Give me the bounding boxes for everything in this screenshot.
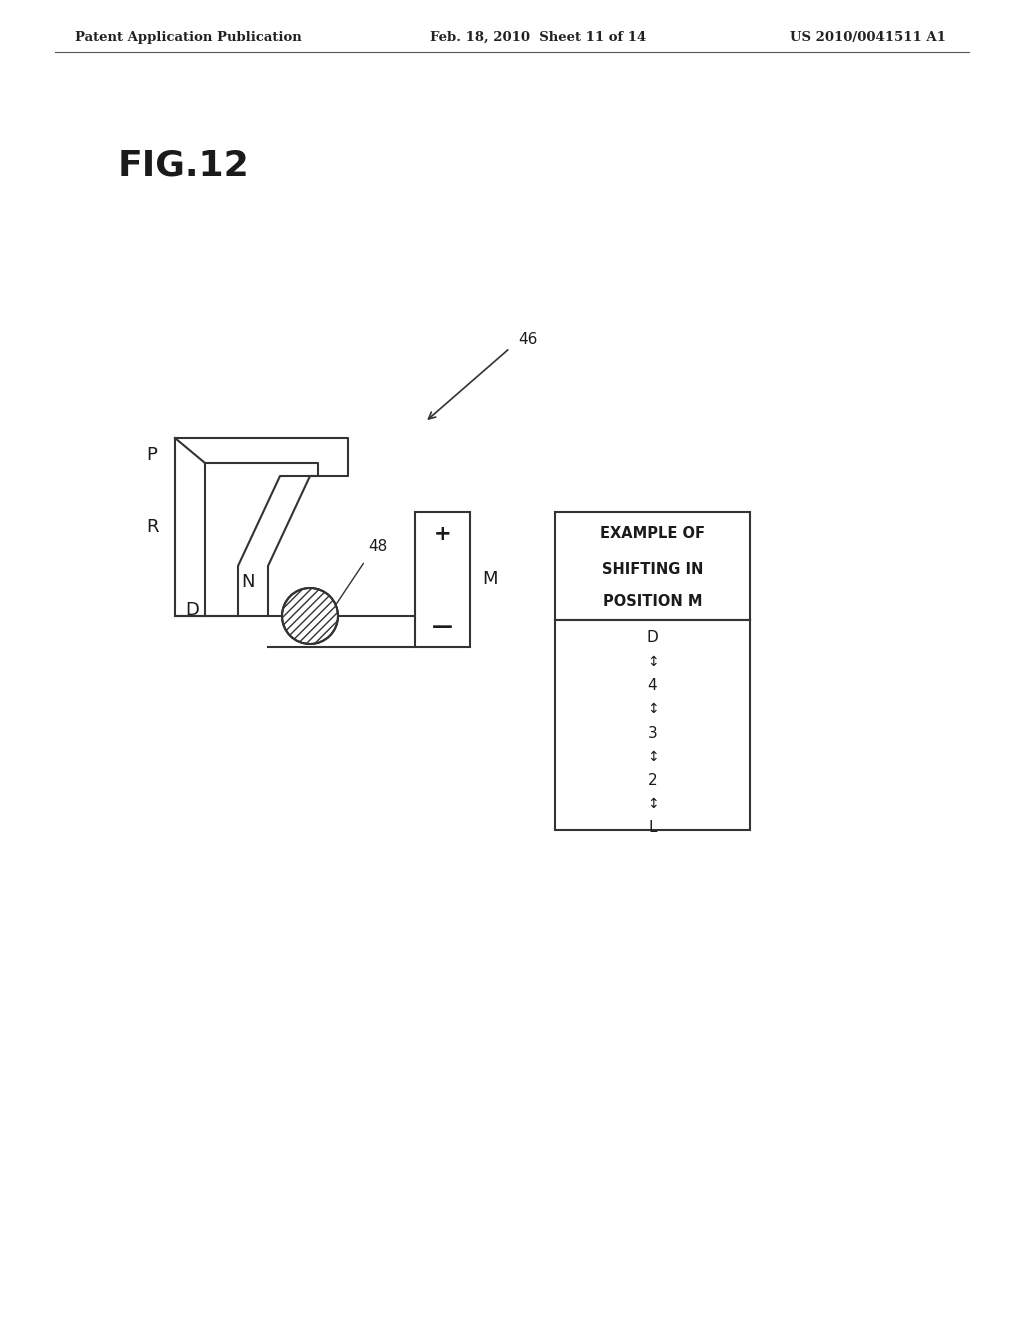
Text: ↕: ↕ [647, 702, 658, 717]
Ellipse shape [282, 587, 338, 644]
Text: D: D [185, 601, 199, 619]
Text: US 2010/0041511 A1: US 2010/0041511 A1 [790, 30, 946, 44]
Text: EXAMPLE OF: EXAMPLE OF [600, 527, 705, 541]
Text: Patent Application Publication: Patent Application Publication [75, 30, 302, 44]
Bar [415, 512, 470, 647]
Text: N: N [242, 573, 255, 591]
Text: ↕: ↕ [647, 797, 658, 812]
Text: POSITION M: POSITION M [603, 594, 702, 610]
Text: D: D [646, 631, 658, 645]
Text: P: P [146, 446, 158, 465]
Text: M: M [482, 570, 498, 589]
Text: R: R [145, 517, 159, 536]
Text: ↕: ↕ [647, 655, 658, 669]
Text: 46: 46 [518, 333, 538, 347]
Text: +: + [434, 524, 452, 544]
Text: 3: 3 [647, 726, 657, 741]
Text: SHIFTING IN: SHIFTING IN [602, 561, 703, 577]
Text: 48: 48 [368, 539, 387, 554]
Text: Feb. 18, 2010  Sheet 11 of 14: Feb. 18, 2010 Sheet 11 of 14 [430, 30, 646, 44]
Bar [555, 620, 750, 830]
Text: —: — [432, 616, 453, 638]
Text: 2: 2 [648, 774, 657, 788]
Bar [555, 512, 750, 620]
Text: L: L [648, 821, 656, 836]
Text: FIG.12: FIG.12 [118, 148, 250, 182]
Text: ↕: ↕ [647, 750, 658, 764]
Text: 4: 4 [648, 678, 657, 693]
